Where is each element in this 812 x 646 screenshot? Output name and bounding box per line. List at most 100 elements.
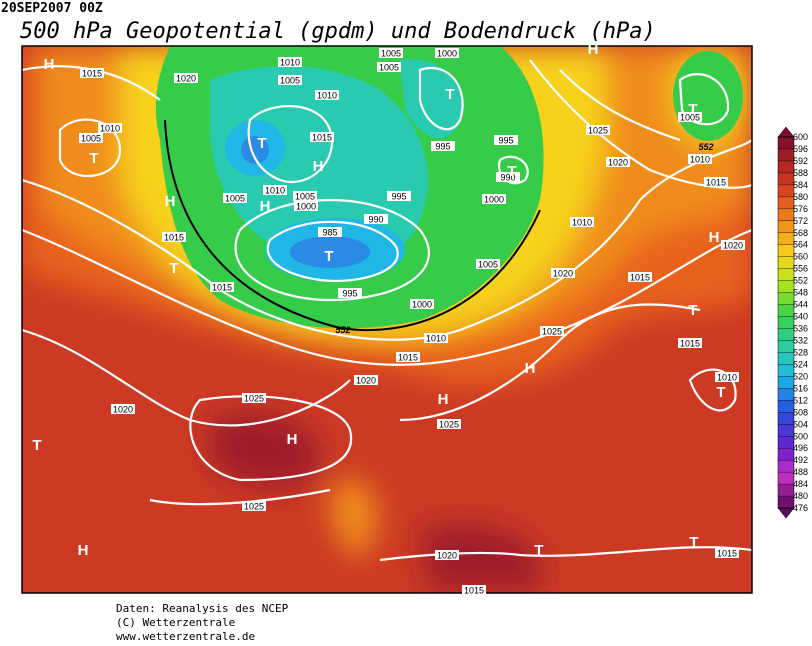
label-box (354, 375, 378, 385)
colorbar-label: 548 (793, 288, 808, 298)
date: 20SEP2007 00Z (1, 1, 103, 16)
colorbar-label: 504 (793, 419, 808, 429)
colorbar-band (778, 304, 794, 318)
isobar-label: 1010 (426, 334, 446, 344)
isobar-label: 995 (498, 136, 513, 146)
pressure-center: H (525, 360, 536, 377)
label-box (496, 172, 520, 182)
label-box (437, 419, 461, 429)
isobar-label: 1025 (588, 126, 608, 136)
label-box (435, 48, 459, 58)
label-box (377, 62, 401, 72)
pressure-center: H (78, 542, 89, 559)
isobar-label: 1015 (680, 339, 700, 349)
footer-line: www.wetterzentrale.de (116, 630, 255, 643)
colorbar-label: 512 (793, 395, 808, 405)
label-box (688, 154, 712, 164)
isobar-label: 990 (368, 215, 383, 225)
pressure-center: T (534, 542, 543, 559)
colorbar-label: 488 (793, 467, 808, 477)
footer-line: (C) Wetterzentrale (116, 616, 235, 629)
colorbar-band (778, 184, 794, 198)
colorbar-label: 572 (793, 216, 808, 226)
label-box (162, 232, 186, 242)
isobar-label: 1015 (164, 233, 184, 243)
colorbar-band (778, 172, 794, 186)
label-box (278, 75, 302, 85)
label-box (293, 191, 317, 201)
colorbar-label: 496 (793, 443, 808, 453)
label-box (310, 132, 334, 142)
isobar-label: 1015 (464, 586, 484, 596)
label-box (396, 352, 420, 362)
isobar-label: 1025 (439, 420, 459, 430)
label-box (242, 393, 266, 403)
colorbar-label: 592 (793, 156, 808, 166)
colorbar-label: 476 (793, 503, 808, 513)
colorbar-label: 560 (793, 252, 808, 262)
label-box (79, 133, 103, 143)
isobar-label: 1020 (437, 551, 457, 561)
colorbar-band (778, 148, 794, 162)
colorbar-band (778, 232, 794, 246)
isobar-label: 1020 (113, 405, 133, 415)
isobar-label: 995 (435, 142, 450, 152)
isobar-label: 1005 (280, 76, 300, 86)
pressure-center: H (588, 41, 599, 58)
label-box (482, 194, 506, 204)
label-box (263, 185, 287, 195)
isobar-label: 1010 (572, 218, 592, 228)
isobar-label: 1005 (478, 260, 498, 270)
colorbar-label: 536 (793, 324, 808, 334)
isobar-label: 1010 (690, 155, 710, 165)
colorbar-band (778, 268, 794, 282)
colorbar-band (778, 388, 794, 401)
colorbar-band (778, 280, 794, 294)
pressure-center: T (716, 384, 725, 401)
isobar-label: 1005 (81, 134, 101, 144)
colorbar-band (778, 160, 794, 174)
label-box (540, 326, 564, 336)
pressure-center: T (257, 135, 266, 152)
isobar-label: 1005 (225, 194, 245, 204)
colorbar-label: 524 (793, 359, 808, 369)
colorbar-label: 480 (793, 491, 808, 501)
pressure-center: T (507, 163, 516, 180)
isobar-label: 1010 (100, 124, 120, 134)
pressure-center: H (438, 391, 449, 408)
pressure-center: T (89, 150, 98, 167)
isobar-label: 1025 (542, 327, 562, 337)
pressure-center: T (688, 101, 697, 118)
label-box (715, 372, 739, 382)
colorbar-band (778, 220, 794, 234)
isobar-label: 1015 (212, 283, 232, 293)
colorbar-label: 540 (793, 312, 808, 322)
label-box (494, 135, 518, 145)
label-box (606, 157, 630, 167)
isobar-label: 1005 (295, 192, 315, 202)
map-field (22, 46, 752, 593)
pressure-center: H (287, 431, 298, 448)
label-box (721, 240, 745, 250)
isobar-label: 1020 (553, 269, 573, 279)
pressure-center: T (445, 86, 454, 103)
isobar-label: 1025 (244, 502, 264, 512)
colorbar-band (778, 137, 794, 150)
isobar-label: 1020 (723, 241, 743, 251)
isobar-label: 1015 (398, 353, 418, 363)
colorbar-label: 528 (793, 347, 808, 357)
label-box (551, 268, 575, 278)
colorbar-label: 520 (793, 371, 808, 381)
colorbar-label: 588 (793, 168, 808, 178)
label-box (174, 73, 198, 83)
colorbar-band (778, 256, 794, 270)
isobar-label: 1020 (608, 158, 628, 168)
label-box (80, 68, 104, 78)
colorbar-label: 600 (793, 132, 808, 142)
colorbar-band (778, 400, 794, 413)
colorbar-band (778, 376, 794, 389)
colorbar-band (778, 436, 794, 449)
isobar-label: 1010 (717, 373, 737, 383)
isobar-label: 1005 (680, 113, 700, 123)
label-box (242, 501, 266, 511)
